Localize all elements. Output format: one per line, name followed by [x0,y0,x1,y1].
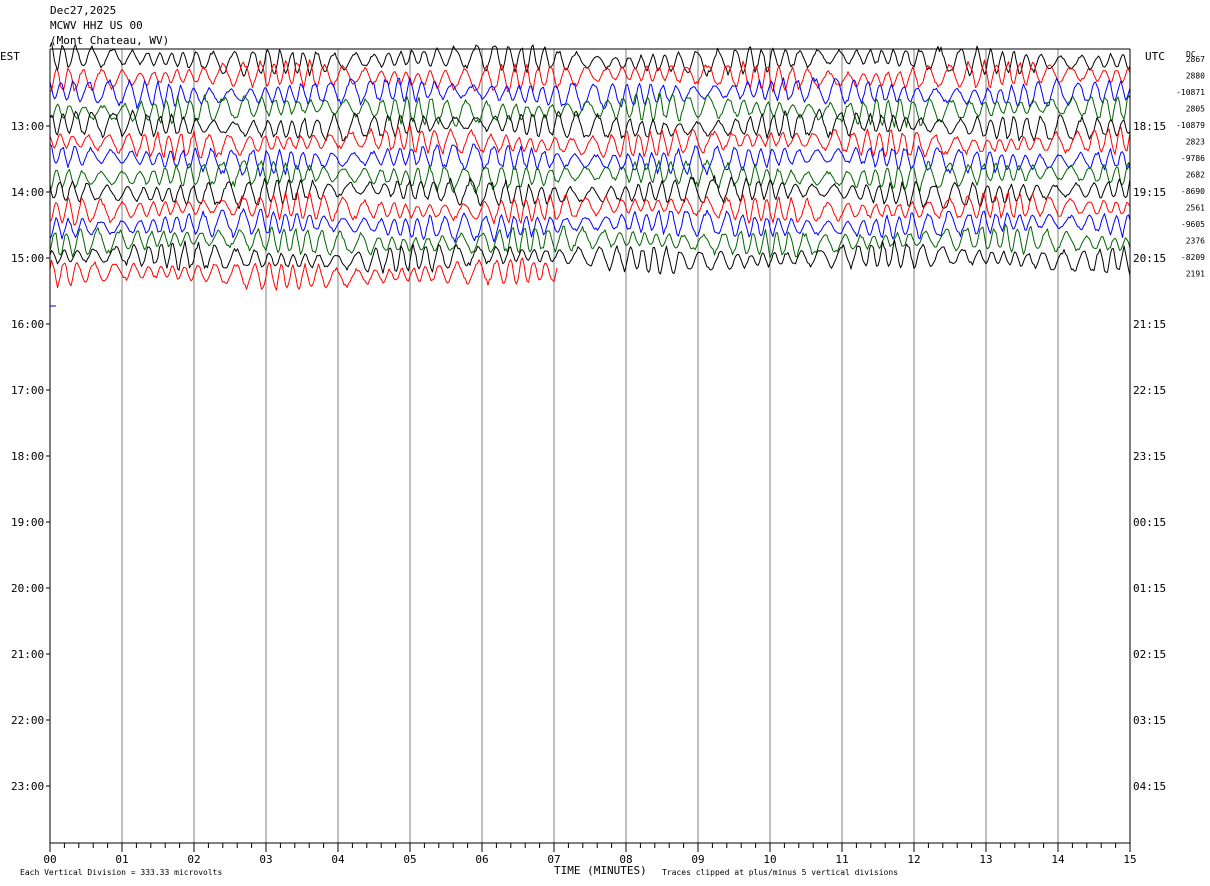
trace-row-6 [49,143,1131,177]
dc-offset-label: 2805 [1186,105,1205,114]
x-tick-label-01: 01 [115,853,128,866]
right-hour-label: 03:15 [1133,714,1166,727]
right-hour-label: 00:15 [1133,516,1166,529]
plot-frame [49,48,1131,852]
left-hour-label: 15:00 [11,252,44,265]
station-label: MCWV HHZ US 00 [50,19,143,32]
location-label: (Mont Chateau, WV) [50,34,170,47]
dc-offset-label: 2191 [1186,270,1205,279]
dc-offset-label: 2376 [1186,237,1205,246]
x-tick-label-05: 05 [403,853,416,866]
right-hour-label: 21:15 [1133,318,1166,331]
trace-row-12 [49,239,1131,276]
right-hour-label: 18:15 [1133,120,1166,133]
left-hour-label: 14:00 [11,186,44,199]
x-tick-label-06: 06 [475,853,488,866]
right-hour-label: 22:15 [1133,384,1166,397]
dc-offset-label: 2823 [1186,138,1205,147]
hour-labels: 13:00 14:00 15:00 16:00 17:00 18:00 19:00 20:00… [11,120,1166,793]
x-axis-label: TIME (MINUTES) [554,864,647,877]
left-hour-label: 22:00 [11,714,44,727]
trace-row-2 [49,77,1131,111]
x-tick-label-09: 09 [691,853,704,866]
dc-offset-label: 2867 [1186,55,1205,64]
left-hour-label: 16:00 [11,318,44,331]
trace-row-9 [49,191,1131,226]
x-tick-label-03: 03 [259,853,272,866]
axis-labels: EST UTC DC TIME (MINUTES) Each Vertical … [0,50,1196,877]
x-tick-labels: 00 01 02 03 04 05 06 07 08 09 10 11 12 13 14 15 [43,853,1136,866]
dc-offset-label: 2880 [1186,72,1205,81]
left-hour-label: 20:00 [11,582,44,595]
trace-row-10 [49,208,1131,243]
trace-row-0 [49,42,1131,77]
x-tick-label-00: 00 [43,853,56,866]
dc-label: DC [1186,50,1196,59]
x-tick-label-02: 02 [187,853,200,866]
right-hour-label: 01:15 [1133,582,1166,595]
right-hour-label: 04:15 [1133,780,1166,793]
dc-offset-label: -9605 [1181,220,1205,229]
left-hour-label: 21:00 [11,648,44,661]
left-hour-label: 17:00 [11,384,44,397]
trace-row-4 [49,108,1131,142]
x-tick-label-04: 04 [331,853,345,866]
x-tick-label-12: 12 [907,853,920,866]
seismic-traces [49,42,1131,307]
left-hour-label: 23:00 [11,780,44,793]
trace-row-13 [49,257,558,291]
x-tick-label-10: 10 [763,853,776,866]
dc-offset-label: -10871 [1176,88,1205,97]
left-hour-label: 19:00 [11,516,44,529]
x-tick-label-11: 11 [835,853,848,866]
right-hour-label: 02:15 [1133,648,1166,661]
footer-scale-note: Each Vertical Division = 333.33 microvol… [20,868,222,877]
right-hour-label: 19:15 [1133,186,1166,199]
trace-row-7 [49,159,1131,195]
footer-clip-note: Traces clipped at plus/minus 5 vertical … [662,868,898,877]
dc-offset-labels: 2867 2880 -10871 2805 -10879 2823 -9786 2682 -86… [1176,55,1205,279]
left-hour-label: 13:00 [11,120,44,133]
trace-row-1 [49,59,1131,93]
x-tick-label-13: 13 [979,853,992,866]
trace-row-3 [50,92,1131,128]
right-hour-label: 23:15 [1133,450,1166,463]
right-timezone-label: UTC [1145,50,1165,63]
date-label: Dec27,2025 [50,4,117,17]
dc-offset-label: -8209 [1181,253,1205,262]
trace-row-11 [49,223,1131,259]
x-tick-label-07: 07 [547,853,560,866]
dc-offset-label: 2561 [1186,204,1205,213]
x-tick-label-08: 08 [619,853,632,866]
x-tick-label-14: 14 [1051,853,1065,866]
dc-offset-label: -10879 [1176,121,1205,130]
x-tick-label-15: 15 [1123,853,1136,866]
dc-offset-label: -9786 [1181,154,1205,163]
trace-row-8 [49,175,1131,210]
dc-offset-label: 2682 [1186,171,1205,180]
left-timezone-label: EST [0,50,20,63]
dc-offset-label: -8690 [1181,187,1205,196]
right-hour-label: 20:15 [1133,252,1166,265]
trace-row-5 [49,124,1131,161]
left-hour-label: 18:00 [11,450,44,463]
